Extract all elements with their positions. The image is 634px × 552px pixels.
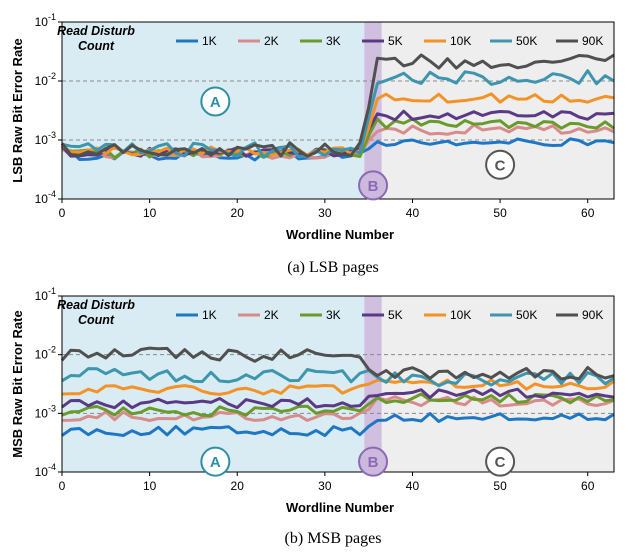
series-line-90k [60, 346, 615, 381]
series-line-2k [61, 395, 615, 422]
series-line-10k [61, 92, 615, 157]
region-c-label: C [495, 454, 506, 471]
legend-title-line1: Read Disturb [57, 24, 135, 38]
chart-caption: (b) MSB pages [285, 530, 382, 547]
y-tick-label: 10-1 [35, 12, 56, 29]
region-a-marker [200, 446, 231, 477]
legend-label-3k: 3K [326, 308, 341, 322]
x-tick-label: 0 [59, 479, 66, 493]
x-tick-label: 20 [231, 479, 245, 493]
legend-label-5k: 5K [388, 308, 403, 322]
region-a-label: A [210, 94, 221, 111]
legend-label-2k: 2K [264, 34, 279, 48]
region-a-marker [200, 86, 231, 117]
x-tick-label: 60 [581, 479, 595, 493]
legend-label-10k: 10K [450, 34, 471, 48]
region-c-marker [485, 149, 516, 180]
region-c-marker [485, 446, 516, 477]
x-tick-label: 50 [493, 479, 507, 493]
legend-label-1k: 1K [202, 34, 217, 48]
legend-title-line2: Count [78, 313, 115, 327]
x-tick-label: 50 [493, 206, 507, 220]
x-tick-label: 40 [406, 479, 420, 493]
legend-label-3k: 3K [326, 34, 341, 48]
legend-label-1k: 1K [202, 308, 217, 322]
legend-title-line1: Read Disturb [57, 298, 135, 312]
x-tick-label: 10 [143, 206, 157, 220]
series-line-50k [61, 69, 615, 159]
series-line-5k [61, 387, 615, 410]
y-tick-label: 10-1 [35, 286, 56, 303]
chart-lsb: 0 10 20 30 40 50 60 10-4 10-3 10-2 10-1 Wordline Nu… [10, 12, 615, 276]
region-a-label: A [210, 454, 221, 471]
y-tick-label: 10-2 [35, 71, 56, 88]
x-tick-label: 30 [318, 479, 332, 493]
region-b-marker [358, 170, 389, 201]
x-axis-label: Wordline Number [286, 227, 394, 242]
x-tick-label: 10 [143, 479, 157, 493]
region-b-marker [358, 446, 389, 477]
legend-label-50k: 50K [516, 34, 537, 48]
region-a-bg [62, 296, 365, 472]
y-axis-label: LSB Raw Bit Error Rate [10, 38, 25, 182]
y-tick-label: 10-2 [35, 345, 56, 362]
x-tick-label: 40 [406, 206, 420, 220]
x-tick-label: 0 [59, 206, 66, 220]
x-tick-label: 30 [318, 206, 332, 220]
region-c-label: C [495, 157, 506, 174]
series-line-1k [61, 412, 615, 438]
x-tick-label: 60 [581, 206, 595, 220]
legend-title-line2: Count [78, 39, 115, 53]
chart-msb: 0 10 20 30 40 50 60 10-4 10-3 10-2 10-1 Wordline Nu… [10, 286, 615, 547]
plot-frame [61, 295, 615, 473]
y-tick-label: 10-3 [35, 130, 56, 147]
plot-frame [61, 21, 615, 200]
x-axis-label: Wordline Number [286, 500, 394, 515]
series-line-3k [61, 392, 615, 418]
region-b-label: B [368, 178, 379, 195]
series-line-10k [61, 378, 615, 396]
y-tick-label: 10-3 [35, 403, 56, 420]
chart-caption: (a) LSB pages [287, 259, 379, 276]
series-line-90k [60, 53, 615, 158]
legend-label-50k: 50K [516, 308, 537, 322]
series-line-50k [61, 367, 615, 388]
legend-label-90k: 90K [582, 34, 603, 48]
y-axis-label: MSB Raw Bit Error Rate [10, 310, 25, 457]
x-tick-label: 20 [231, 206, 245, 220]
y-tick-label: 10-4 [35, 189, 56, 206]
legend-label-2k: 2K [264, 308, 279, 322]
legend-label-10k: 10K [450, 308, 471, 322]
legend-label-90k: 90K [582, 308, 603, 322]
legend-label-5k: 5K [388, 34, 403, 48]
y-tick-label: 10-4 [35, 462, 56, 479]
region-b-label: B [368, 454, 379, 471]
